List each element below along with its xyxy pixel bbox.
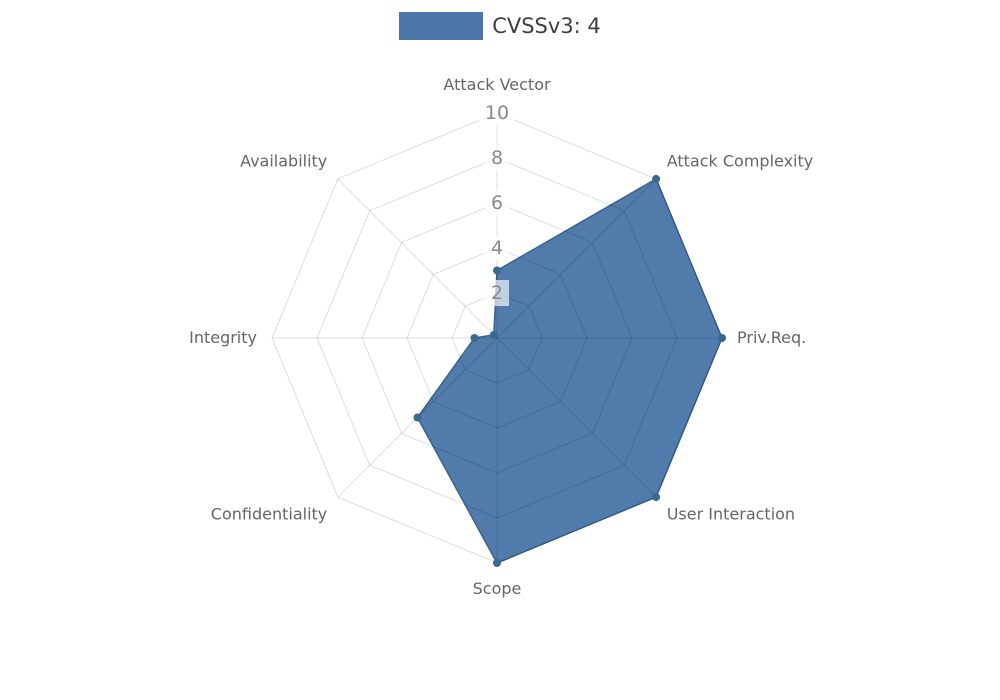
tick-backdrop-10 [479,100,515,126]
legend-item-cvssv3[interactable]: CVSSv3: 4 [399,12,601,40]
axis-label-user-interaction: User Interaction [667,505,795,524]
axis-label-scope: Scope [473,579,522,598]
axis-label-confidentiality: Confidentiality [211,505,327,524]
legend-label: CVSSv3: 4 [492,13,601,38]
tick-label-8: 8 [491,147,503,169]
tick-backdrop-4 [485,235,509,261]
tick-backdrop-2 [485,280,509,306]
data-point-availability [489,330,498,339]
grid-ring-2 [451,292,543,384]
legend-swatch-icon [399,12,484,40]
tick-label-6: 6 [491,192,503,214]
tick-label-2: 2 [491,282,503,304]
axis-label-integrity: Integrity [189,328,257,347]
data-point-integrity [470,334,479,342]
tick-label-10: 10 [485,102,509,124]
axis-label-attack-vector: Attack Vector [443,75,551,94]
grid-ring-6 [361,202,633,474]
axis-label-availability: Availability [240,151,327,170]
data-point-user-interaction [652,493,661,502]
axis-spoke-attack-complexity [496,178,657,339]
data-point-attack-vector [493,266,501,275]
grid-ring-4 [406,247,588,429]
axis-label-attack-complexity: Attack Complexity [667,151,814,170]
data-point-priv-req [718,334,726,342]
data-point-confidentiality [413,413,422,422]
axis-spoke-availability [337,178,498,339]
data-point-attack-complexity [652,174,661,183]
tick-label-4: 4 [491,237,503,259]
tick-backdrop-6 [485,190,509,216]
chart-legend: CVSSv3: 4 [0,12,1000,40]
grid-ring-8 [316,157,678,519]
axis-spoke-user-interaction [496,337,657,498]
data-point-scope [493,559,501,567]
tick-backdrop-8 [485,145,509,171]
axis-label-priv-req: Priv.Req. [737,328,806,347]
